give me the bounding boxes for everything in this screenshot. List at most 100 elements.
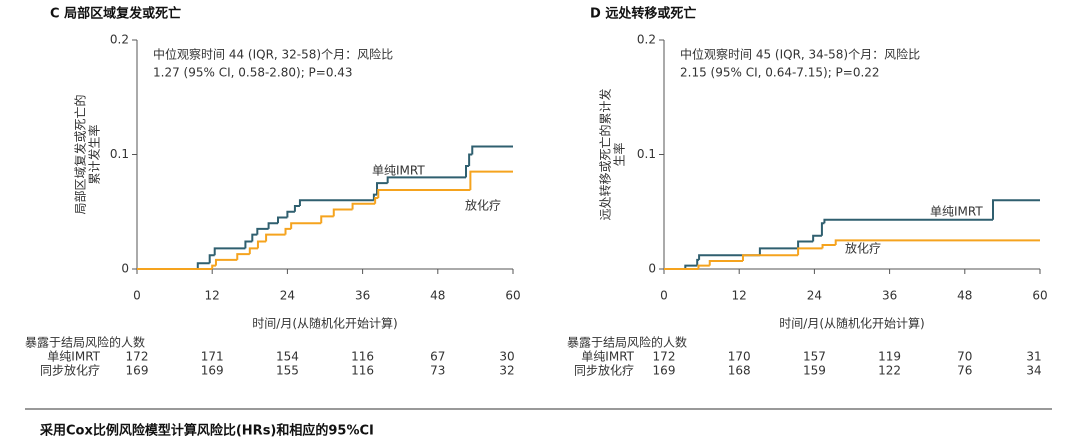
y-tick-label: 0 [648,262,656,276]
risk-row-name: 单纯IMRT [581,350,634,364]
series-label: 放化疗 [465,198,501,213]
risk-count: 169 [201,364,224,378]
risk-count: 34 [1026,364,1041,378]
x-tick-label: 12 [205,289,220,303]
curve-step [214,258,238,266]
curve-step [211,264,216,269]
risk-count: 172 [653,350,676,364]
curve-step [248,247,258,255]
y-tick-label: 0.1 [110,147,129,161]
risk-table-title: 暴露于结局风险的人数 [25,335,145,350]
y-tick-label: 0.2 [637,33,656,47]
y-tick-label: 0 [121,262,129,276]
curve-step [758,247,799,256]
risk-count: 119 [878,350,901,364]
curve-step [244,240,253,249]
curve-step [290,222,322,229]
x-tick-label: 0 [660,289,668,303]
x-tick-label: 60 [505,289,520,303]
curve-step [797,247,823,256]
curve-step [386,176,466,184]
risk-count: 32 [499,364,514,378]
x-tick-label: 48 [957,289,972,303]
risk-table-title: 暴露于结局风险的人数 [567,335,687,350]
risk-count: 170 [728,350,751,364]
curve-step [236,253,250,260]
x-tick-label: 24 [280,289,295,303]
y-axis-label: 累计发生率 [87,124,102,184]
curve-step [286,210,295,218]
curve-step [377,188,471,199]
risk-count: 159 [803,364,826,378]
risk-row-name: 单纯IMRT [47,350,100,364]
y-axis-label: 局部区域复发或死亡的 [73,94,88,214]
risk-count: 31 [1026,350,1041,364]
curve-step [834,239,1040,245]
risk-row-name: 同步放化疗 [574,363,634,378]
curve-step [284,227,292,235]
curve-step [376,182,388,195]
curve-step [797,240,814,249]
curve-step [741,254,799,261]
risk-count: 76 [957,364,972,378]
curve-step [256,240,267,249]
x-tick-label: 60 [1032,289,1047,303]
risk-row-name: 同步放化疗 [40,363,100,378]
series-label: 单纯IMRT [372,164,425,178]
annotation: 中位观察时间 45 (IQR, 34-58)个月：风险比 [680,47,920,62]
curve-step [820,222,825,236]
footnote: 采用Cox比例风险模型计算风险比(HRs)和相应的95%CI [39,423,374,439]
y-tick-label: 0.2 [110,33,129,47]
curve-step [468,153,473,166]
x-tick-label: 0 [133,289,141,303]
risk-count: 73 [430,364,445,378]
risk-count: 70 [957,350,972,364]
curve-step [256,227,269,235]
risk-count: 169 [653,364,676,378]
curve-step [821,243,836,249]
curve-step [992,199,1040,220]
risk-count: 122 [878,364,901,378]
risk-count: 154 [276,350,299,364]
curve-step [320,215,334,224]
y-tick-label: 0.1 [637,147,656,161]
curve-step [208,254,215,264]
series-label: 放化疗 [845,241,881,256]
x-tick-label: 12 [732,289,747,303]
curve-step [465,164,470,178]
risk-count: 155 [276,364,299,378]
curve-step [697,264,710,269]
curve-step [251,233,258,242]
curve-step [267,222,278,229]
curve-step [298,199,374,207]
series-label: 单纯IMRT [930,205,983,219]
risk-count: 169 [126,364,149,378]
curve-step [708,259,743,266]
chart-title: C 局部区域复发或死亡 [50,6,181,22]
risk-count: 172 [126,350,149,364]
x-tick-label: 36 [882,289,897,303]
curve-step [374,197,379,204]
annotation: 2.15 (95% CI, 0.64-7.15); P=0.22 [680,66,880,80]
x-tick-label: 24 [807,289,822,303]
chart-title: D 远处转移或死亡 [590,6,696,22]
risk-count: 30 [499,350,514,364]
risk-count: 168 [728,364,751,378]
curve-step [812,234,822,242]
risk-count: 116 [351,364,374,378]
y-axis-label: 生率 [612,142,627,166]
curve-step [351,202,376,210]
annotation: 1.27 (95% CI, 0.58-2.80); P=0.43 [153,66,353,80]
risk-count: 67 [430,350,445,364]
curve-step [196,262,210,269]
curve-step [265,233,286,242]
annotation: 中位观察时间 44 (IQR, 32-58)个月：风险比 [153,47,393,62]
x-tick-label: 36 [355,289,370,303]
x-axis-label: 时间/月(从随机化开始计算) [252,316,397,331]
x-tick-label: 48 [430,289,445,303]
curve-step [698,254,760,260]
curve-step [213,247,246,256]
curve-step [684,264,698,269]
risk-count: 171 [201,350,224,364]
